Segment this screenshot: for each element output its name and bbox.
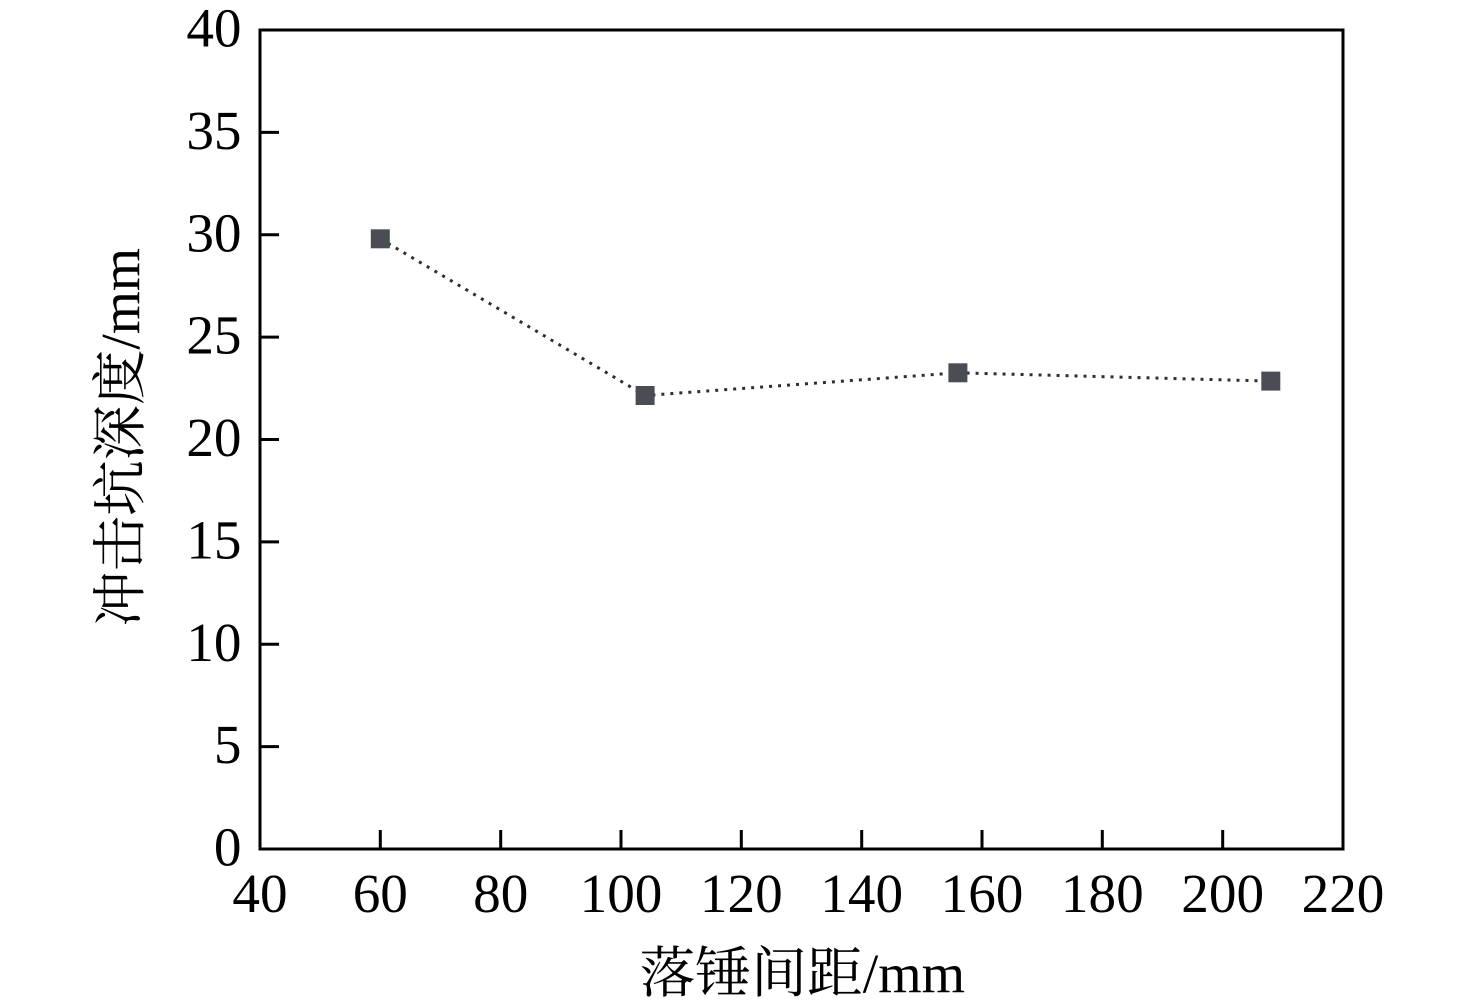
svg-text:160: 160 [941, 863, 1024, 924]
svg-text:15: 15 [186, 510, 241, 571]
svg-text:100: 100 [580, 863, 663, 924]
svg-text:0: 0 [214, 817, 242, 878]
svg-text:10: 10 [186, 612, 241, 673]
svg-text:25: 25 [186, 305, 241, 366]
svg-text:140: 140 [820, 863, 903, 924]
svg-text:200: 200 [1181, 863, 1264, 924]
svg-text:180: 180 [1061, 863, 1144, 924]
svg-text:80: 80 [473, 863, 528, 924]
svg-text:35: 35 [186, 100, 241, 161]
svg-text:5: 5 [214, 714, 242, 775]
svg-text:220: 220 [1302, 863, 1385, 924]
svg-text:120: 120 [700, 863, 783, 924]
svg-text:40: 40 [232, 863, 287, 924]
svg-text:30: 30 [186, 202, 241, 263]
svg-text:60: 60 [353, 863, 408, 924]
svg-text:20: 20 [186, 407, 241, 468]
svg-text:40: 40 [186, 0, 241, 59]
